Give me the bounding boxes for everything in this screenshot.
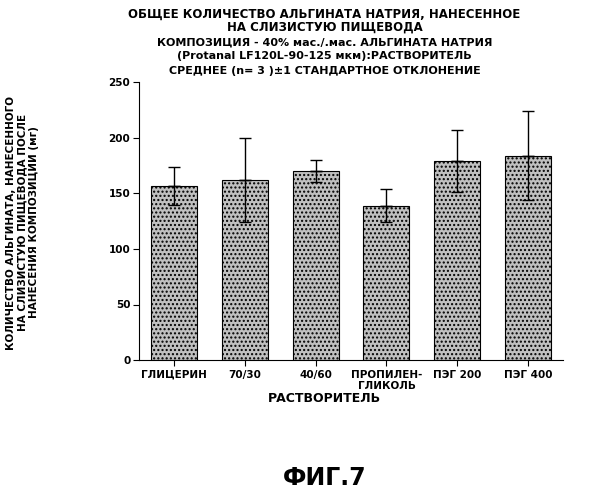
Text: КОЛИЧЕСТВО АЛЬГИНАТА, НАНЕСЕННОГО
НА СЛИЗИСТУЮ ПИЩЕВОДА ПОСЛЕ
НАНЕСЕНИЯ КОМПОЗИЦ: КОЛИЧЕСТВО АЛЬГИНАТА, НАНЕСЕННОГО НА СЛИ…: [6, 96, 39, 350]
Text: ФИГ.7: ФИГ.7: [283, 466, 366, 490]
Text: РАСТВОРИТЕЛЬ: РАСТВОРИТЕЛЬ: [268, 392, 381, 406]
Bar: [293, 172, 339, 360]
Text: ОБЩЕЕ КОЛИЧЕСТВО АЛЬГИНАТА НАТРИЯ, НАНЕСЕННОЕ: ОБЩЕЕ КОЛИЧЕСТВО АЛЬГИНАТА НАТРИЯ, НАНЕС…: [129, 8, 520, 20]
Bar: [151, 186, 197, 360]
Bar: [505, 156, 551, 360]
Bar: [434, 162, 480, 360]
Bar: [363, 206, 409, 360]
Text: КОМПОЗИЦИЯ - 40% мас./.мас. АЛЬГИНАТА НАТРИЯ: КОМПОЗИЦИЯ - 40% мас./.мас. АЛЬГИНАТА НА…: [157, 38, 492, 48]
Text: СРЕДНЕЕ (n= 3 )±1 СТАНДАРТНОЕ ОТКЛОНЕНИЕ: СРЕДНЕЕ (n= 3 )±1 СТАНДАРТНОЕ ОТКЛОНЕНИЕ: [169, 66, 480, 76]
Text: НА СЛИЗИСТУЮ ПИЩЕВОДА: НА СЛИЗИСТУЮ ПИЩЕВОДА: [227, 21, 422, 34]
Text: (Protanal LF120L-90-125 мкм):РАСТВОРИТЕЛЬ: (Protanal LF120L-90-125 мкм):РАСТВОРИТЕЛ…: [177, 51, 472, 61]
Bar: [222, 180, 268, 360]
